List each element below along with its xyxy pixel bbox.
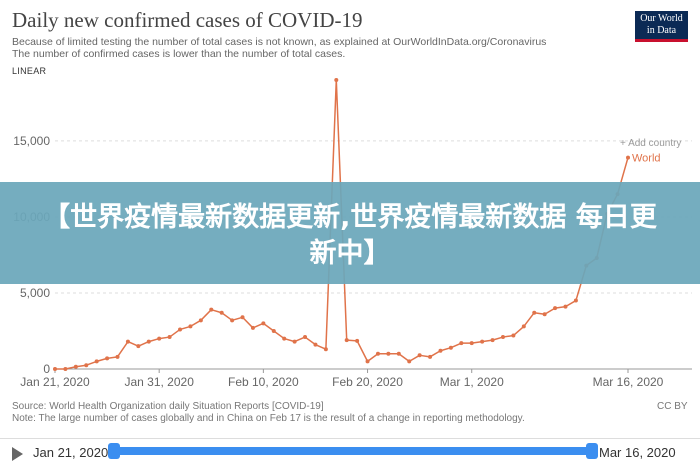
data-point [198, 318, 203, 323]
data-point [240, 315, 245, 320]
play-icon[interactable] [12, 447, 23, 461]
data-point [282, 336, 287, 341]
data-point [386, 351, 391, 356]
data-point [626, 155, 630, 160]
data-point [542, 312, 547, 317]
data-point [438, 348, 443, 353]
data-point [334, 78, 339, 82]
y-tick-label: 5,000 [20, 286, 50, 300]
data-point [230, 318, 235, 323]
data-point [365, 359, 370, 364]
data-point [303, 335, 308, 340]
subtitle-line-2: The number of confirmed cases is lower t… [12, 48, 346, 60]
data-point [146, 339, 151, 344]
x-tick-label: Feb 10, 2020 [228, 375, 299, 389]
data-point [115, 354, 120, 359]
data-point [84, 363, 89, 368]
data-point [428, 354, 433, 359]
data-point [136, 344, 141, 349]
data-point [375, 351, 380, 356]
data-point [271, 328, 276, 333]
subtitle-line-1: Because of limited testing the number of… [12, 36, 547, 48]
data-point [521, 324, 526, 329]
data-point [313, 342, 318, 347]
chart-subtitle: Because of limited testing the number of… [12, 36, 612, 60]
logo-line-2: in Data [646, 25, 677, 36]
y-tick-label: 15,000 [13, 134, 50, 148]
data-point [157, 336, 162, 341]
data-point [407, 359, 412, 364]
data-point [490, 338, 495, 343]
data-point [63, 367, 68, 371]
data-point [532, 310, 537, 315]
data-point [105, 356, 110, 361]
logo-line-1: Our World [640, 13, 683, 24]
data-point [73, 364, 78, 369]
note-text: Note: The large number of cases globally… [12, 413, 525, 424]
timeline-start-label: Jan 21, 2020 [33, 445, 109, 460]
chart-footer: Source: World Health Organization daily … [12, 401, 612, 425]
data-point [209, 307, 214, 312]
data-point [219, 310, 224, 315]
data-point [178, 327, 183, 332]
x-tick-label: Jan 31, 2020 [124, 375, 194, 389]
timeline-end-label: Mar 16, 2020 [599, 445, 676, 460]
data-point [355, 338, 360, 343]
source-text: Source: World Health Organization daily … [12, 401, 324, 412]
x-tick-label: Jan 21, 2020 [20, 375, 90, 389]
y-tick-label: 0 [43, 362, 50, 376]
add-country-button[interactable]: + Add country [620, 138, 682, 149]
banner-text: 【世界疫情最新数据更新,世界疫情最新数据 每日更新中】 [43, 202, 657, 269]
chart-title: Daily new confirmed cases of COVID-19 [12, 8, 363, 32]
data-point [469, 341, 474, 346]
data-point [417, 353, 422, 358]
x-tick-label: Mar 1, 2020 [440, 375, 504, 389]
data-point [396, 351, 401, 356]
data-point [167, 335, 172, 340]
data-point [553, 306, 558, 311]
scale-toggle[interactable]: LINEAR [12, 66, 47, 76]
data-point [250, 325, 255, 330]
series-label: World [632, 153, 661, 165]
data-point [344, 338, 349, 343]
timeline-track[interactable] [114, 447, 592, 455]
data-point [511, 333, 516, 338]
x-tick-label: Mar 16, 2020 [593, 375, 664, 389]
timeline-bar: Jan 21, 2020 Mar 16, 2020 [0, 438, 700, 466]
data-point [188, 324, 193, 329]
timeline-start-handle[interactable] [108, 443, 120, 459]
data-point [261, 321, 266, 326]
data-point [459, 341, 464, 346]
data-point [448, 345, 453, 350]
data-point [563, 304, 568, 309]
data-point [323, 347, 328, 352]
timeline-end-handle[interactable] [586, 443, 598, 459]
x-tick-label: Feb 20, 2020 [332, 375, 403, 389]
data-point [480, 339, 485, 344]
data-point [94, 359, 99, 364]
license-link[interactable]: CC BY [657, 401, 688, 412]
owid-logo[interactable]: Our World in Data [635, 11, 688, 42]
overlay-banner: 【世界疫情最新数据更新,世界疫情最新数据 每日更新中】 [0, 182, 700, 284]
data-point [500, 335, 505, 340]
data-point [573, 298, 578, 303]
data-point [53, 367, 57, 371]
data-point [125, 339, 130, 344]
data-point [292, 339, 297, 344]
